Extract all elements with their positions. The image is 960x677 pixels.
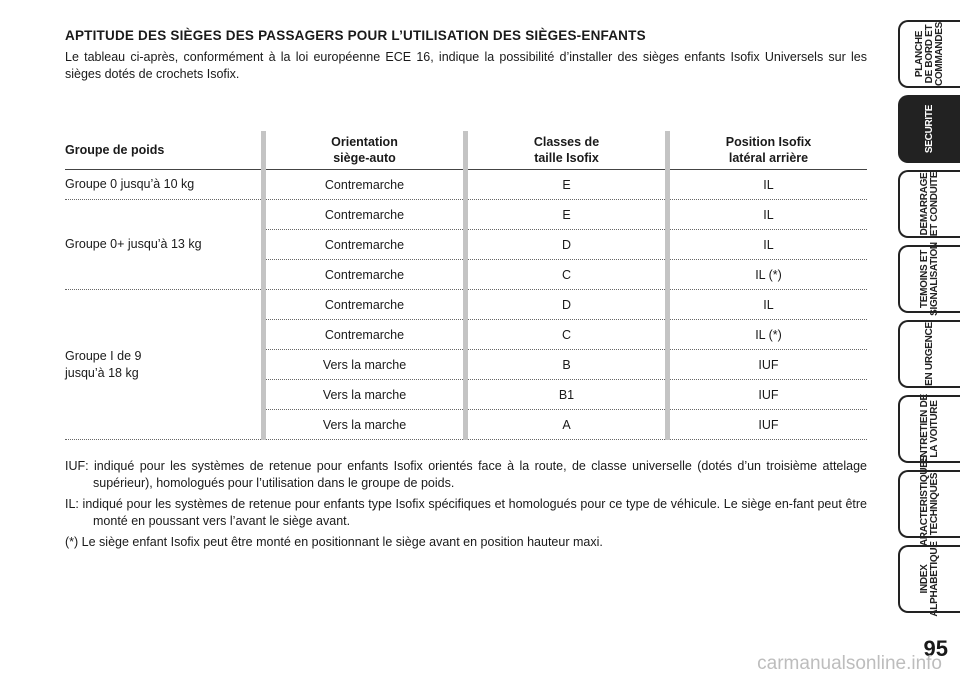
table-body: Groupe 0 jusqu’à 10 kg Contremarche E IL Gro… bbox=[65, 169, 867, 440]
table-row: Vers la marche A IUF bbox=[65, 409, 867, 440]
intro-paragraph: Le tableau ci-après, conformément à la l… bbox=[65, 50, 867, 81]
notes: IUF: indiqué pour les systèmes de retenu… bbox=[65, 458, 867, 555]
section-tab[interactable]: DEMARRAGE ET CONDUITE bbox=[898, 170, 960, 238]
table-row: Groupe 0+ jusqu’à 13 kg Contremarche E IL bbox=[65, 199, 867, 290]
cell-isofix-position: IUF bbox=[665, 349, 867, 380]
cell-size-class: C bbox=[463, 259, 668, 290]
cell-orientation: Contremarche bbox=[261, 229, 466, 260]
header-orientation: Orientation siège-auto bbox=[261, 131, 466, 170]
cell-orientation: Vers la marche bbox=[261, 349, 466, 380]
section-tab[interactable]: EN URGENCE bbox=[898, 320, 960, 388]
table-row: Contremarche C IL (*) bbox=[65, 259, 867, 290]
cell-orientation: Contremarche bbox=[261, 259, 466, 290]
note-iuf: IUF: indiqué pour les systèmes de retenu… bbox=[65, 459, 867, 490]
cell-orientation: Vers la marche bbox=[261, 379, 466, 410]
cell-isofix-position: IUF bbox=[665, 379, 867, 410]
cell-isofix-position: IUF bbox=[665, 409, 867, 440]
cell-orientation: Contremarche bbox=[261, 199, 466, 230]
section-tab-label: DEMARRAGE ET CONDUITE bbox=[919, 171, 940, 237]
cell-isofix-position: IL (*) bbox=[665, 259, 867, 290]
cell-size-class: E bbox=[463, 169, 668, 200]
cell-size-class: B bbox=[463, 349, 668, 380]
cell-isofix-position: IL bbox=[665, 229, 867, 260]
header-isofix-position: Position Isofix latéral arrière bbox=[665, 131, 867, 170]
cell-orientation: Vers la marche bbox=[261, 409, 466, 440]
cell-size-class: B1 bbox=[463, 379, 668, 410]
isofix-table: Groupe de poids Orientation siège-auto Cl… bbox=[65, 131, 867, 440]
cell-orientation: Contremarche bbox=[261, 169, 466, 200]
section-tab-label: EN URGENCE bbox=[924, 322, 935, 386]
table-row: Contremarche C IL (*) bbox=[65, 319, 867, 350]
section-tab-label: INDEX ALPHABETIQUE bbox=[919, 541, 940, 617]
table-row: Groupe I de 9 jusqu’à 18 kg Contremarche D I… bbox=[65, 289, 867, 440]
table-row: Vers la marche B1 IUF bbox=[65, 379, 867, 410]
cell-size-class: C bbox=[463, 319, 668, 350]
cell-orientation: Contremarche bbox=[261, 319, 466, 350]
section-tab[interactable]: TEMOINS ET SIGNALISATION bbox=[898, 242, 960, 316]
section-tab-label: PLANCHE DE BORD ET COMMANDES bbox=[914, 22, 945, 86]
cell-isofix-position: IL bbox=[665, 169, 867, 200]
cell-isofix-position: IL (*) bbox=[665, 319, 867, 350]
page-title: APTITUDE DES SIÈGES DES PASSAGERS POUR L… bbox=[65, 28, 646, 43]
cell-size-class: E bbox=[463, 199, 668, 230]
page-number: 95 bbox=[923, 636, 948, 661]
section-tab-label: SECURITE bbox=[924, 104, 935, 154]
note-asterisk: (*) Le siège enfant Isofix peut être mon… bbox=[65, 535, 603, 549]
table-row: Contremarche D IL bbox=[65, 229, 867, 260]
section-tab-label: CARACTERISTIQUES TECHNIQUES bbox=[919, 455, 940, 553]
section-tab-label: TEMOINS ET SIGNALISATION bbox=[919, 242, 940, 316]
table-row: Groupe 0 jusqu’à 10 kg Contremarche E IL bbox=[65, 169, 867, 200]
header-size-class: Classes de taille Isofix bbox=[463, 131, 668, 170]
main-content: APTITUDE DES SIÈGES DES PASSAGERS POUR L… bbox=[65, 28, 867, 549]
note-il: IL: indiqué pour les systèmes de retenue… bbox=[65, 497, 867, 528]
table-row: Vers la marche B IUF bbox=[65, 349, 867, 380]
cell-size-class: D bbox=[463, 289, 668, 320]
section-tab[interactable]: INDEX ALPHABETIQUE bbox=[898, 541, 960, 617]
section-tab[interactable]: CARACTERISTIQUES TECHNIQUES bbox=[898, 455, 960, 553]
cell-isofix-position: IL bbox=[665, 289, 867, 320]
watermark: carmanualsonline.info bbox=[757, 653, 942, 674]
cell-isofix-position: IL bbox=[665, 199, 867, 230]
cell-size-class: A bbox=[463, 409, 668, 440]
cell-weight-group: Groupe I de 9 jusqu’à 18 kg bbox=[65, 289, 264, 440]
section-tab[interactable]: SECURITE bbox=[898, 95, 960, 163]
table-header-row: Groupe de poids Orientation siège-auto Cl… bbox=[65, 131, 867, 170]
cell-size-class: D bbox=[463, 229, 668, 260]
section-tab-label: ENTRETIEN DE LA VOITURE bbox=[919, 394, 940, 464]
cell-weight-group: Groupe 0 jusqu’à 10 kg bbox=[65, 169, 264, 200]
section-tab[interactable]: PLANCHE DE BORD ET COMMANDES bbox=[898, 20, 960, 88]
header-weight-group: Groupe de poids bbox=[65, 131, 264, 170]
section-tab[interactable]: ENTRETIEN DE LA VOITURE bbox=[898, 394, 960, 464]
cell-weight-group: Groupe 0+ jusqu’à 13 kg bbox=[65, 199, 264, 290]
cell-orientation: Contremarche bbox=[261, 289, 466, 320]
